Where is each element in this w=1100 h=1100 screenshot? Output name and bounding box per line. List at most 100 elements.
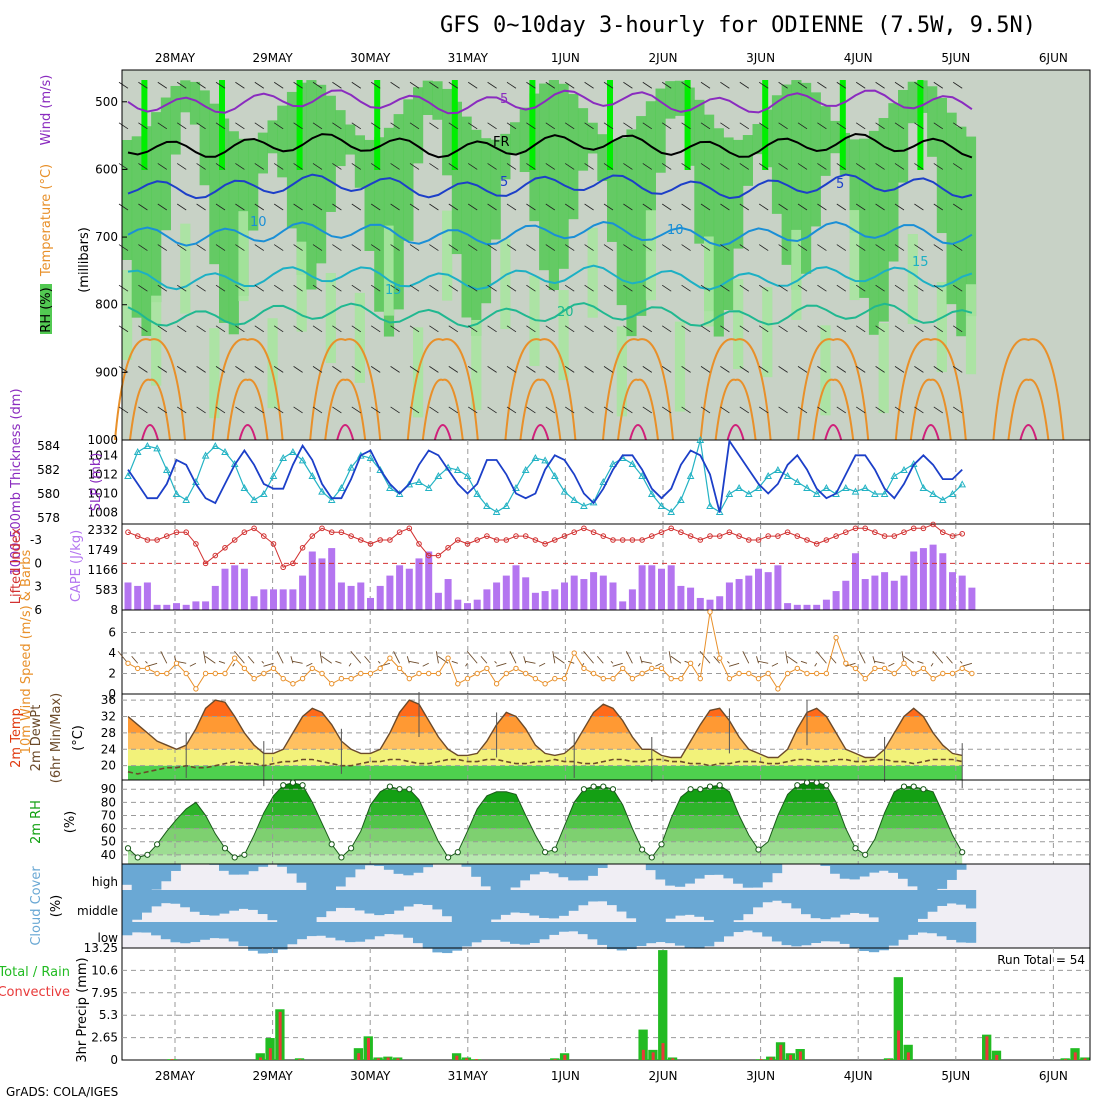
cloud-cell-high [296, 864, 307, 883]
lifted-index-point [280, 564, 287, 571]
cloud-cell-middle [286, 890, 298, 929]
lifted-index-point [503, 537, 510, 543]
cloud-cell-high [849, 864, 860, 880]
wind-barb [739, 203, 750, 211]
wind-barb-10m [699, 650, 711, 664]
wind-barb-10m [612, 662, 623, 667]
precip-convective-bar [357, 1053, 361, 1060]
isotherm-dome-hot [726, 424, 745, 441]
wind-barb-10m [525, 660, 536, 664]
wind-barb [448, 366, 459, 373]
wind-barb [623, 203, 633, 211]
cape-bar [958, 575, 966, 610]
cape-bar [784, 603, 792, 610]
cloud-cell-high [141, 864, 152, 894]
cloud-cell-middle [597, 890, 608, 902]
wind-barb [836, 203, 847, 211]
precip-convective-bar [455, 1055, 459, 1060]
cloud-cell-low [752, 922, 763, 933]
rh-band [529, 276, 540, 367]
cape-bar [648, 565, 656, 610]
wind-barb-10m [713, 655, 721, 664]
wind-barb [176, 406, 187, 414]
wind-barb-10m [232, 663, 236, 667]
pressure-tick: 600 [95, 162, 118, 176]
wind-barb [584, 366, 594, 373]
precip-convective-bar [798, 1051, 802, 1060]
wind-barb [564, 122, 575, 130]
wind-speed-point [329, 681, 335, 687]
wind-barb [332, 244, 342, 251]
wind-barb [875, 203, 885, 211]
rh-point [755, 846, 762, 853]
temp-tick: 28 [101, 726, 116, 740]
wind-tick: 6 [108, 626, 116, 640]
wind-barb [332, 122, 342, 130]
wind-barb-10m [145, 660, 148, 664]
thickness-point [958, 480, 967, 488]
cloud-cell-high [655, 864, 666, 880]
wind-barb [661, 203, 672, 211]
rh-point [241, 851, 248, 858]
wind-barb [273, 406, 284, 414]
wind-barb [390, 163, 400, 170]
rh-band [645, 101, 656, 252]
lifted-index-point [416, 541, 422, 547]
rh-band [636, 116, 647, 316]
wind-barb [603, 81, 614, 89]
wind-barb-10m [160, 651, 168, 664]
wind-barb [661, 366, 672, 373]
temperature-line [127, 699, 963, 759]
wind-barb [720, 284, 730, 292]
wind-barb [351, 406, 362, 414]
wind-barb [526, 122, 536, 130]
wind-barb [700, 163, 711, 170]
wind-barb [273, 163, 284, 170]
precip-convective-bar [897, 1030, 901, 1060]
wind-barb [429, 284, 439, 292]
wind-barb [700, 203, 711, 211]
cloud-cell-middle [529, 890, 540, 916]
wind-barb [623, 366, 633, 373]
wind-barb [526, 284, 536, 292]
wind-barb-10m [364, 655, 371, 664]
lifted-index-point [552, 537, 558, 543]
wind-barb [661, 81, 672, 89]
thickness-point [327, 495, 336, 503]
wind-barb [409, 406, 420, 414]
wind-barb [487, 366, 497, 373]
cloud-cell-low [868, 922, 880, 953]
wind-barb [642, 163, 653, 170]
lifted-index-point [425, 552, 432, 559]
isotherm-dome [602, 338, 674, 441]
cloud-cell-low [277, 922, 288, 950]
isotherm-plus5 [127, 173, 973, 200]
wind-barb [429, 406, 439, 414]
wind-barb [875, 325, 885, 333]
lifted-index-point [435, 552, 442, 559]
rh-tick: 60 [101, 822, 116, 836]
cape-bar [415, 558, 423, 610]
rh-band [791, 229, 802, 320]
rh-band [500, 133, 511, 180]
cloud-cell-middle [442, 890, 453, 917]
cloud-cell-low [374, 922, 385, 937]
cloud-cell-low [577, 922, 589, 935]
temp-axis-label: 2m Temp [9, 708, 24, 768]
rh-band [548, 80, 559, 290]
wind-barb [254, 122, 265, 130]
precip-total-bar [658, 950, 668, 1060]
precip-tick: 5.3 [99, 1008, 118, 1022]
cloud-cell-low [733, 922, 744, 933]
cloud-cell-high [665, 864, 676, 886]
rh-high-band [839, 80, 846, 170]
thickness-point [706, 501, 714, 509]
cloud-cell-low [723, 922, 734, 937]
cloud-cell-low [936, 922, 948, 937]
wind-barb [157, 81, 168, 89]
rh-band [946, 112, 957, 305]
rh-band [626, 129, 637, 337]
wind-barb [215, 406, 226, 414]
wind-speed-point [387, 655, 393, 661]
